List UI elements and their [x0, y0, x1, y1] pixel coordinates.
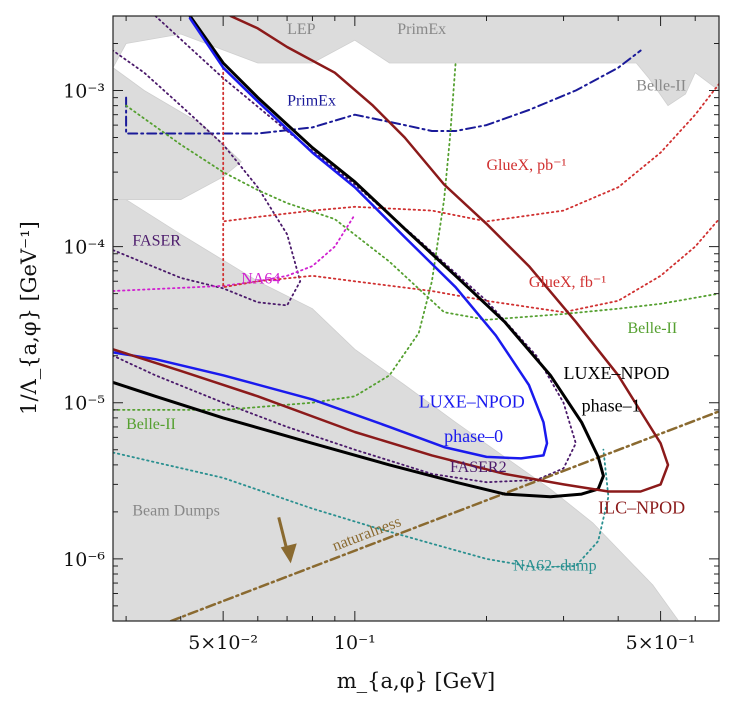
tick-labels: 5×10⁻² 10⁻¹ 5×10⁻¹ 10⁻⁶ 10⁻⁵ 10⁻⁴ 10⁻³	[63, 80, 695, 654]
region-lep-primex-belle-ii	[113, 16, 719, 107]
series-gluex-pb	[222, 66, 719, 223]
series-luxe-npod-phase-0	[113, 17, 549, 460]
naturalness-arrow-shaft	[277, 517, 289, 550]
label-belle-ii: Belle-II	[627, 320, 677, 337]
label-gluex-fb: GlueX, fb⁻¹	[529, 274, 606, 291]
series-primex	[125, 49, 642, 135]
y-tick-label: 10⁻³	[63, 80, 105, 102]
series-belle-ii-lower	[113, 62, 457, 411]
label-primex: PrimEx	[287, 93, 336, 110]
x-axis-title: m_{a,φ} [GeV]	[337, 669, 495, 693]
label-belle-ii: Belle-II	[636, 77, 686, 94]
excluded-regions	[113, 16, 719, 621]
annotations: LEP PrimEx Belle-II PrimEx GlueX, pb⁻¹ GlueX,…	[126, 21, 686, 575]
y-tick-label: 10⁻⁴	[63, 237, 105, 259]
label-gluex-pb: GlueX, pb⁻¹	[487, 157, 567, 174]
y-tick-label: 10⁻⁵	[63, 393, 105, 415]
label-lep: LEP	[287, 21, 316, 38]
label-primex: PrimEx	[397, 21, 446, 38]
axis-ticks	[113, 15, 719, 622]
series-na62-dump	[113, 448, 610, 569]
label-na62-dump: NA62–dump	[513, 558, 597, 575]
label-phase-0: phase–0	[444, 426, 503, 446]
series-faser	[113, 49, 302, 307]
x-tick-label: 10⁻¹	[334, 632, 376, 654]
y-axis-title: 1/Λ_{a,φ} [GeV⁻¹]	[17, 221, 41, 415]
label-luxe-npod: LUXE–NPOD	[564, 363, 670, 383]
region-primex-left	[113, 67, 242, 201]
plot-frame	[112, 15, 720, 622]
series-luxe-npod-phase-1	[113, 16, 605, 499]
label-luxe-npod: LUXE–NPOD	[419, 392, 525, 412]
naturalness-arrow-head	[280, 543, 297, 564]
series-lines	[113, 16, 719, 621]
series-naturalness	[169, 410, 719, 621]
y-tick-label: 10⁻⁶	[63, 549, 105, 571]
label-beam-dumps: Beam Dumps	[132, 502, 220, 519]
x-tick-label: 5×10⁻¹	[626, 632, 696, 654]
label-belle-ii: Belle-II	[126, 416, 176, 433]
label-ilc-npod: ILC–NPOD	[598, 498, 685, 518]
label-phase-1: phase–1	[582, 395, 641, 415]
x-tick-label: 5×10⁻²	[188, 632, 258, 654]
label-faser2: FASER2	[450, 459, 507, 476]
series-faser2	[113, 16, 577, 484]
label-faser: FASER	[132, 232, 181, 249]
label-na64: NA64	[241, 271, 280, 288]
series-gluex-fb	[222, 218, 719, 314]
naturalness-arrow	[277, 517, 297, 564]
series-ilc-npod	[113, 16, 670, 493]
